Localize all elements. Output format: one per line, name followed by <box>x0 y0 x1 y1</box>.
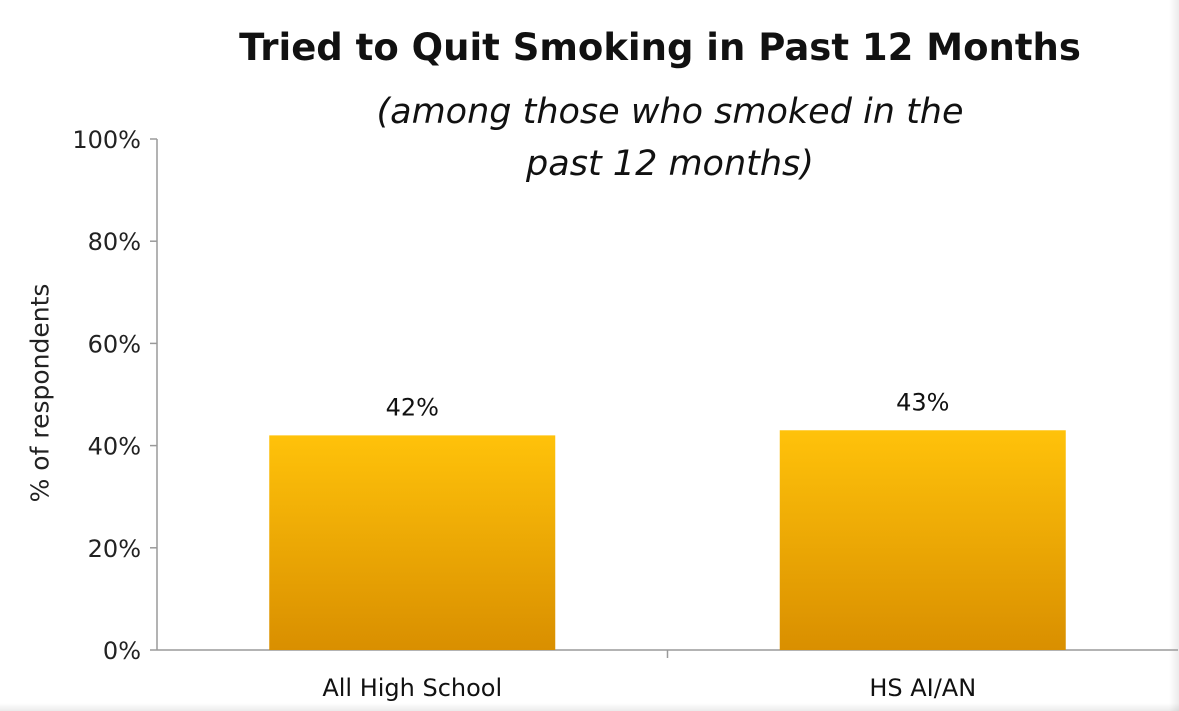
chart-title: Tried to Quit Smoking in Past 12 Months <box>239 26 1081 69</box>
frame-shadow-bottom <box>0 703 1179 711</box>
y-tick-label: 0% <box>103 637 141 665</box>
y-tick-label: 40% <box>88 433 141 461</box>
frame-shadow-right <box>1169 0 1179 711</box>
labels: 0% 20% 40% 60% 80% 100% 42% All High School 43% H… <box>72 126 976 702</box>
y-tick-label: 100% <box>72 126 141 154</box>
y-tick-label: 80% <box>88 228 141 256</box>
bar-value-label: 43% <box>896 388 949 416</box>
bar-2 <box>779 430 1066 650</box>
bars <box>269 430 1066 650</box>
x-category-label: All High School <box>322 674 502 702</box>
x-category-label: HS AI/AN <box>869 674 976 702</box>
y-tick-label: 20% <box>88 535 141 563</box>
bar-1 <box>269 435 556 650</box>
y-tick-label: 60% <box>88 330 141 358</box>
bar-value-label: 42% <box>386 393 439 421</box>
chart-subtitle: (among those who smoked in the past 12 m… <box>376 92 964 184</box>
